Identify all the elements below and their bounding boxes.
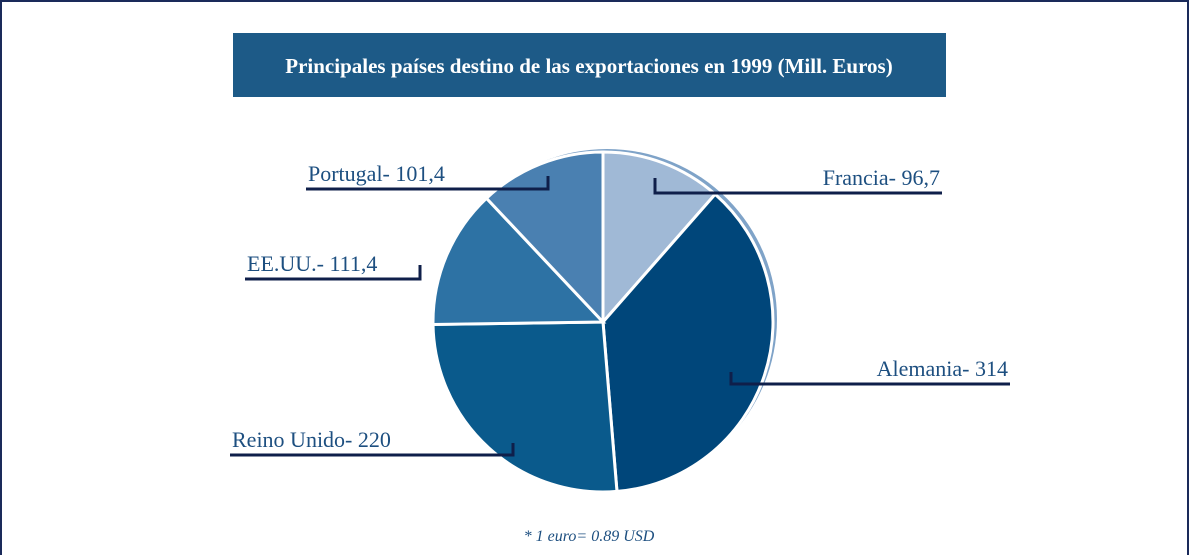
data-label: Alemania- 314 — [877, 356, 1008, 381]
pie-slice — [431, 320, 619, 494]
data-label: Francia- 96,7 — [823, 165, 940, 190]
chart-title: Principales países destino de las export… — [285, 54, 892, 78]
data-label: Reino Unido- 220 — [232, 427, 391, 452]
pie-slice — [484, 150, 605, 326]
note: * 1 euro= 0.89 USD — [524, 528, 655, 545]
pie-slice — [431, 196, 607, 326]
title-box — [233, 33, 946, 97]
data-label: Portugal- 101,4 — [308, 161, 445, 186]
data-label: EE.UU.- 111,4 — [247, 251, 377, 276]
pie-slice — [601, 192, 775, 494]
